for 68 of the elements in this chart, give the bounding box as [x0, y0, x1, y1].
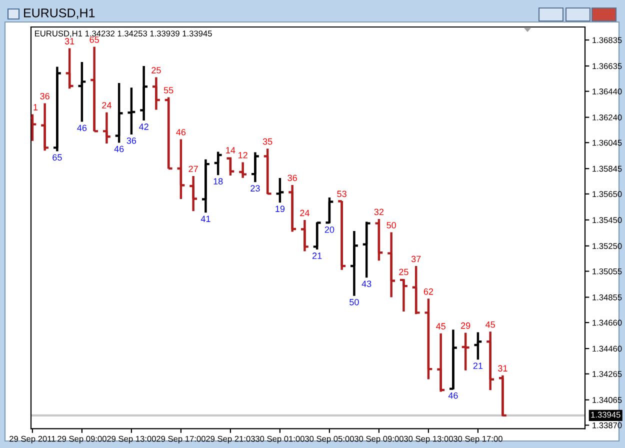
y-tick-label: 1.35450: [592, 217, 622, 224]
text: 36: [126, 137, 136, 144]
text: 45: [436, 323, 446, 330]
x-tick-label: 30 Sep 13:00: [404, 436, 453, 444]
y-tick-label: 1.34065: [592, 397, 622, 403]
text: 46: [176, 128, 186, 136]
text: 65: [90, 36, 99, 43]
y-tick-label: 1.36440: [592, 88, 622, 94]
x-tick-label: 29 Sep 09:00: [58, 436, 106, 444]
text: 18: [214, 178, 223, 185]
y-tick-label: 1.35845: [592, 166, 622, 172]
text: 25: [399, 268, 408, 276]
text: 27: [188, 166, 198, 172]
text: 19: [276, 206, 285, 212]
chart-title: EURUSD,H1: [24, 8, 95, 19]
text: 12: [238, 152, 248, 158]
y-tick-label: 1.34855: [592, 294, 622, 300]
chart-subtitle: EURUSD,H1 1.34232 1.34253 1.33939 1.33945: [35, 30, 212, 38]
text: 45: [486, 321, 495, 328]
x-tick-label: 29 Sep 13:00: [107, 436, 156, 444]
text: 24: [300, 210, 310, 216]
text: 24: [102, 102, 112, 108]
text: 1: [34, 104, 38, 110]
text: 41: [200, 216, 210, 222]
y-tick-label: 1.36635: [592, 63, 622, 70]
text: 65: [52, 154, 62, 161]
x-tick-label: 30 Sep 01:00: [255, 436, 304, 444]
text: 21: [312, 252, 322, 259]
text: 53: [337, 190, 346, 198]
y-tick-label: 1.35055: [592, 268, 622, 274]
ref-line-label: 1.33945: [591, 412, 620, 418]
y-tick-label: 1.35650: [592, 191, 622, 198]
x-tick-label: 29 Sep 21:03: [206, 436, 255, 444]
text: 46: [77, 124, 87, 132]
text: 62: [424, 288, 434, 295]
y-tick-label: 1.36835: [592, 37, 622, 44]
text: 50: [386, 222, 396, 228]
text: 43: [362, 280, 372, 288]
text: 14: [226, 147, 236, 154]
text: 55: [164, 87, 174, 94]
text: 37: [411, 256, 421, 262]
y-tick-label: 1.33870: [592, 422, 622, 428]
y-tick-label: 1.34460: [592, 346, 622, 352]
text: 42: [139, 124, 148, 130]
y-tick-label: 1.36045: [592, 140, 622, 146]
text: 31: [64, 38, 74, 44]
text: 23: [250, 185, 260, 192]
x-tick-label: 30 Sep 17:00: [453, 436, 502, 444]
text: 50: [350, 298, 359, 306]
text: 29: [461, 322, 470, 329]
y-tick-label: 1.34265: [592, 371, 622, 377]
y-tick-label: 1.35250: [592, 243, 622, 250]
y-tick-label: 1.34660: [592, 320, 622, 326]
x-tick-label: 30 Sep 09:00: [354, 436, 404, 444]
x-tick-label: 29 Sep 2011: [10, 436, 56, 444]
text: 36: [288, 174, 297, 182]
text: 20: [324, 226, 334, 233]
text: 31: [498, 365, 508, 372]
text: 35: [262, 138, 272, 145]
text: 46: [448, 392, 458, 399]
text: 46: [114, 146, 124, 152]
y-tick-label: 1.36240: [592, 114, 622, 120]
x-tick-label: 30 Sep 05:00: [304, 436, 354, 444]
text: 32: [374, 208, 384, 216]
x-tick-label: 29 Sep 17:00: [156, 436, 206, 444]
text: 21: [473, 362, 483, 369]
text: 36: [40, 93, 50, 100]
text: 25: [152, 67, 161, 74]
